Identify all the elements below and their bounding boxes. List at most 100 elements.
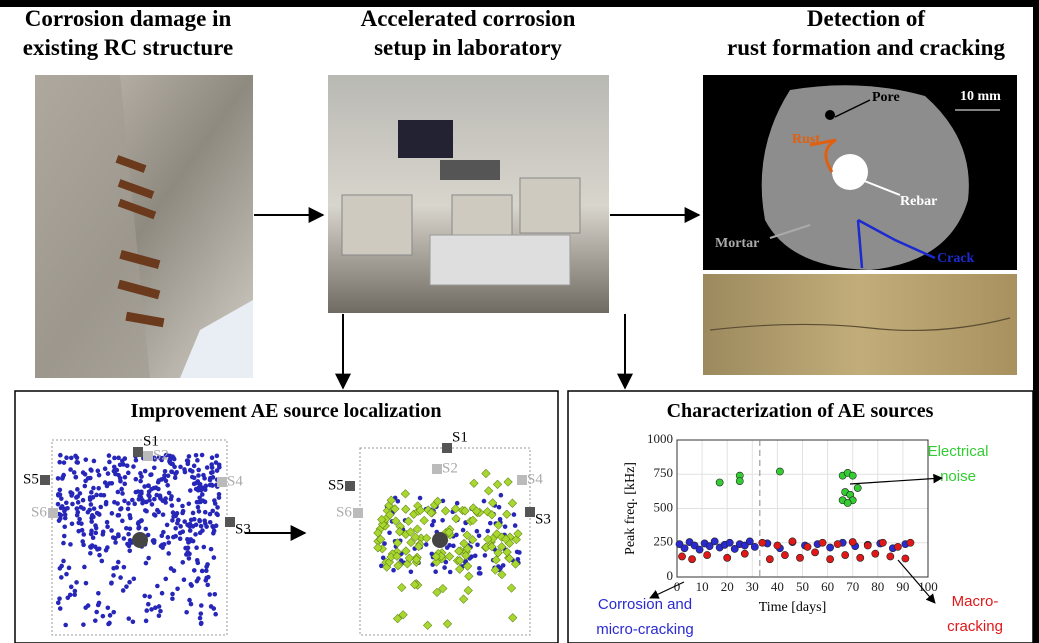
rebar-marker — [132, 532, 148, 548]
point — [759, 539, 766, 546]
ae-event — [146, 602, 151, 607]
sensor — [353, 508, 363, 518]
x-tick-label: 90 — [896, 579, 909, 594]
point — [704, 551, 711, 558]
ae-event — [488, 521, 493, 526]
laptop — [398, 120, 453, 158]
ae-event — [97, 546, 102, 551]
ae-event — [146, 556, 151, 561]
y-axis-label: Peak freq. [kHz] — [623, 462, 638, 555]
ae-event — [86, 510, 91, 515]
ae-event — [442, 565, 447, 570]
ae-event-refined — [445, 552, 453, 560]
ae-event — [127, 548, 132, 553]
x-tick-label: 70 — [846, 579, 859, 594]
ae-event — [94, 610, 99, 615]
ae-event — [56, 476, 61, 481]
ae-event — [58, 606, 63, 611]
ae-event — [105, 520, 110, 525]
ae-event — [107, 621, 112, 626]
ae-event — [58, 566, 63, 571]
ae-event — [169, 566, 174, 571]
ae-event-refined — [504, 478, 512, 486]
ae-event — [122, 482, 127, 487]
ae-event — [206, 575, 211, 580]
sensor — [48, 508, 58, 518]
sensor — [442, 443, 452, 453]
point — [849, 472, 856, 479]
ae-event — [503, 524, 508, 529]
ae-event — [166, 551, 171, 556]
ae-event — [119, 487, 124, 492]
sensor-label: S2 — [442, 460, 458, 476]
ae-event — [109, 528, 114, 533]
ae-event — [137, 497, 142, 502]
ae-event-refined — [452, 515, 460, 523]
point — [726, 539, 733, 546]
y-tick-label: 500 — [654, 499, 674, 514]
rebar-shape — [832, 154, 868, 190]
ae-event — [63, 623, 68, 628]
ae-event — [142, 594, 147, 599]
ae-event — [144, 561, 149, 566]
ae-event — [155, 508, 160, 513]
figure: Corrosion damage in existing RC structur… — [0, 0, 1039, 643]
ae-event — [120, 491, 125, 496]
column-title: Accelerated corrosion — [361, 6, 576, 31]
ae-event — [74, 495, 79, 500]
power-supply — [440, 160, 500, 180]
point — [736, 478, 743, 485]
ae-event — [196, 505, 201, 510]
annotation: Electrical — [928, 443, 989, 460]
ae-event — [154, 493, 159, 498]
ae-event — [78, 491, 83, 496]
ae-event — [409, 569, 414, 574]
ae-event — [200, 569, 205, 574]
x-tick-label: 40 — [771, 579, 784, 594]
ae-event — [215, 505, 220, 510]
ae-event — [116, 560, 121, 565]
point — [811, 549, 818, 556]
ae-event — [73, 475, 78, 480]
ae-event — [200, 528, 205, 533]
ae-event — [56, 493, 61, 498]
ae-event — [131, 464, 136, 469]
ae-event — [170, 518, 175, 523]
ae-event — [183, 470, 188, 475]
ae-event — [86, 476, 91, 481]
ae-event — [64, 455, 69, 460]
specimen — [520, 178, 580, 233]
scatter-chart: 025050075010000102030405060708090100Peak… — [596, 431, 1003, 638]
ae-event — [159, 533, 164, 538]
panel-title: Characterization of AE sources — [667, 400, 934, 422]
ae-event — [448, 570, 453, 575]
ae-event — [208, 520, 213, 525]
ae-event — [430, 523, 435, 528]
ae-event — [184, 552, 189, 557]
ae-event — [173, 526, 178, 531]
ae-event — [212, 498, 217, 503]
ae-event-refined — [401, 490, 409, 498]
sensor — [345, 481, 355, 491]
point — [854, 484, 861, 491]
ae-event — [214, 523, 219, 528]
ae-event — [214, 511, 219, 516]
point — [716, 479, 723, 486]
ae-event — [213, 612, 218, 617]
column-titles: Corrosion damage in existing RC structur… — [23, 6, 1006, 60]
ae-event — [172, 465, 177, 470]
ae-event — [192, 517, 197, 522]
ae-event — [517, 550, 522, 555]
ae-event — [116, 490, 121, 495]
ae-event-refined — [470, 479, 478, 487]
ae-event — [64, 572, 69, 577]
ae-event — [143, 469, 148, 474]
y-tick-label: 1000 — [647, 431, 673, 446]
ae-event — [72, 470, 77, 475]
specimen — [342, 195, 412, 255]
ae-event — [89, 532, 94, 537]
ae-event — [93, 544, 98, 549]
ct-label: Mortar — [715, 236, 759, 251]
ae-event — [75, 513, 80, 518]
ae-event — [163, 469, 168, 474]
